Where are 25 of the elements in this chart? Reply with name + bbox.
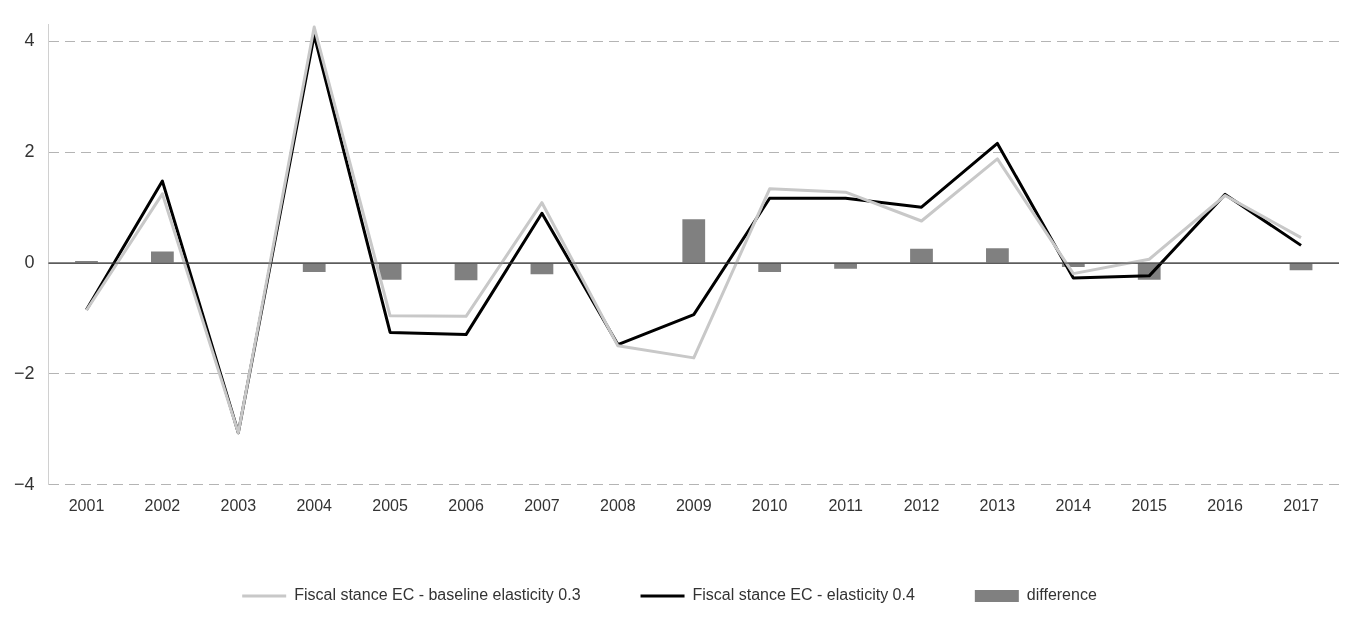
y-tick-label: 0 (24, 252, 35, 273)
x-tick-label: 2007 (524, 496, 560, 514)
x-tick-label: 2002 (144, 496, 181, 514)
legend-label: Fiscal stance EC - baseline elasticity 0.3 (294, 586, 581, 604)
x-tick-label: 2001 (68, 496, 105, 514)
legend-label: Fiscal stance EC - elasticity 0.4 (692, 586, 915, 604)
x-tick-label: 2009 (675, 496, 712, 514)
x-tick-label: 2014 (1055, 496, 1092, 514)
x-tick-label: 2017 (1283, 496, 1319, 514)
x-tick-label: 2015 (1131, 496, 1168, 514)
y-tick-label: 4 (24, 30, 35, 51)
y-tick-label: −4 (13, 473, 35, 494)
x-tick-label: 2004 (296, 496, 333, 514)
x-tick-label: 2010 (751, 496, 788, 514)
x-tick-label: 2016 (1207, 496, 1244, 514)
x-tick-label: 2008 (600, 496, 636, 514)
x-tick-label: 2003 (220, 496, 257, 514)
x-tick-label: 2005 (372, 496, 409, 514)
x-tick-label: 2006 (448, 496, 484, 514)
x-tick-label: 2011 (828, 496, 863, 514)
y-tick-label: −2 (13, 362, 35, 383)
y-tick-label: 2 (24, 141, 35, 162)
x-tick-label: 2012 (903, 496, 940, 514)
legend-label: difference (1026, 586, 1097, 604)
x-tick-label: 2013 (979, 496, 1016, 514)
